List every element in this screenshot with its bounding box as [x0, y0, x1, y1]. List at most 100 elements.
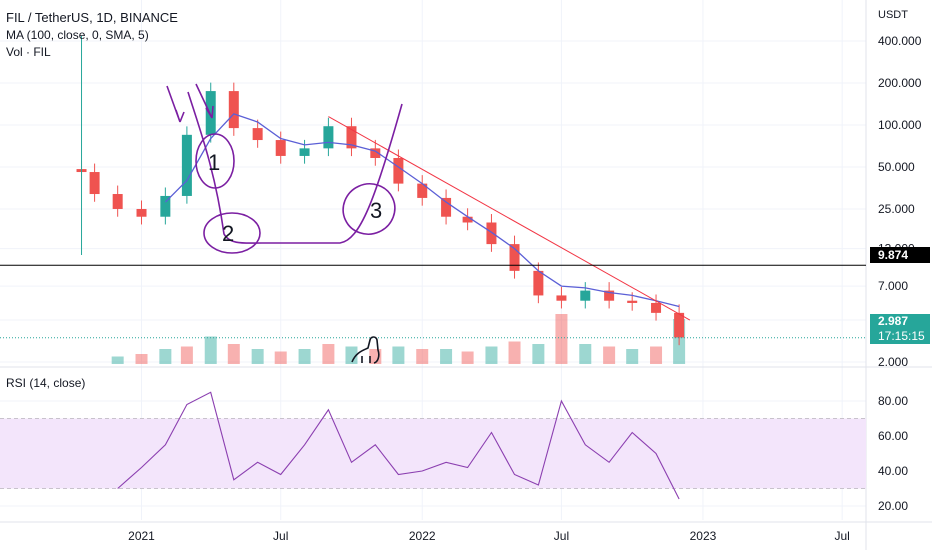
rsi-indicator-label[interactable]: RSI (14, close)	[6, 376, 86, 390]
candle	[556, 286, 567, 309]
volume-bar	[204, 336, 217, 364]
candle-body	[533, 270, 544, 296]
candle-body	[252, 128, 263, 141]
rsi-axis: 80.00 60.00 40.00 20.00	[878, 394, 908, 513]
volume-bar	[603, 346, 616, 364]
candle-body	[370, 148, 381, 158]
candle	[509, 235, 520, 279]
price-tick-label: 100.000	[878, 118, 922, 132]
downtrend-line[interactable]	[328, 116, 691, 321]
circle-3	[342, 183, 396, 235]
candle	[205, 82, 216, 143]
volume-bar	[298, 349, 311, 364]
time-tick-label: Jul	[273, 529, 288, 543]
volume-bar	[532, 344, 545, 364]
volume-bar	[650, 346, 663, 364]
label-1: 1	[208, 150, 220, 175]
candle-body	[580, 290, 591, 301]
candle	[651, 294, 662, 321]
candle	[323, 117, 334, 157]
volume-bar	[461, 351, 474, 364]
candle	[393, 149, 404, 192]
candle-body	[441, 197, 452, 217]
label-2: 2	[222, 221, 234, 246]
horizontal-level-label: 9.874	[870, 247, 930, 263]
rsi-tick-label: 60.00	[878, 429, 908, 443]
volume-bar	[508, 341, 521, 364]
volume-bar	[322, 344, 335, 364]
candle	[160, 187, 171, 225]
candle	[89, 163, 100, 202]
chart-title: FIL / TetherUS, 1D, BINANCE	[6, 10, 178, 25]
volume-bars	[111, 314, 686, 364]
time-tick-label: Jul	[554, 529, 569, 543]
candle-body	[509, 244, 520, 271]
candle-body	[205, 91, 216, 135]
candle-body	[486, 222, 497, 245]
candle-body	[627, 300, 638, 303]
candle	[112, 185, 123, 217]
time-tick-label: 2023	[690, 529, 717, 543]
candle	[136, 200, 147, 225]
price-candles	[76, 82, 685, 346]
ma-indicator-label[interactable]: MA (100, close, 0, SMA, 5)	[6, 28, 149, 42]
candle-body	[275, 140, 286, 156]
candle	[462, 208, 473, 231]
candle-body	[228, 91, 239, 129]
candle	[580, 282, 591, 309]
volume-bar	[180, 346, 193, 364]
volume-indicator-label[interactable]: Vol · FIL	[6, 45, 51, 59]
price-axis-currency: USDT	[878, 9, 908, 21]
candle-body	[136, 208, 147, 217]
hand-drawing[interactable]: 1 2 3	[166, 83, 403, 254]
volume-bar	[251, 349, 264, 364]
candle-body	[417, 183, 428, 198]
volume-bar	[227, 344, 240, 364]
candle-body	[393, 157, 404, 184]
candle-body	[346, 126, 357, 149]
countdown-timer: 17:15:15	[878, 329, 925, 343]
arrow-1	[166, 85, 185, 123]
candle	[674, 304, 685, 346]
price-tick-label: 400.000	[878, 34, 922, 48]
candle-body	[160, 195, 171, 217]
dino-icon	[351, 336, 380, 364]
volume-bar	[111, 356, 124, 364]
candle	[370, 139, 381, 166]
volume-bar	[416, 349, 429, 364]
rsi-tick-label: 40.00	[878, 464, 908, 478]
price-tick-label: 7.000	[878, 279, 908, 293]
candle	[533, 262, 544, 304]
label-3: 3	[370, 198, 382, 223]
volume-bar	[159, 349, 172, 364]
price-tick-label: 200.000	[878, 76, 922, 90]
ma-line	[164, 113, 680, 308]
candle-body	[181, 134, 192, 196]
candle	[252, 119, 263, 148]
candle-body	[323, 126, 334, 149]
candle	[604, 282, 615, 309]
candle	[441, 189, 452, 225]
candle-body	[651, 302, 662, 313]
candle-body	[556, 295, 567, 301]
candle-body	[674, 312, 685, 338]
candle	[181, 126, 192, 204]
candle-body	[89, 172, 100, 195]
rsi-tick-label: 80.00	[878, 394, 908, 408]
rsi-line	[117, 391, 680, 500]
current-price-value: 2.987	[878, 314, 909, 328]
time-tick-label: 2021	[128, 529, 155, 543]
volume-bar	[274, 351, 287, 364]
time-tick-label: Jul	[834, 529, 849, 543]
volume-bar	[485, 346, 498, 364]
time-axis: 2021 Jul 2022 Jul 2023 Jul	[128, 529, 850, 543]
price-tick-label: 25.000	[878, 202, 915, 216]
current-price-badge: 2.987 17:15:15	[870, 314, 930, 344]
candle	[228, 82, 239, 136]
circle-1	[195, 133, 235, 189]
price-tick-label: 2.000	[878, 355, 908, 369]
volume-bar	[555, 314, 568, 364]
candle	[346, 117, 357, 157]
